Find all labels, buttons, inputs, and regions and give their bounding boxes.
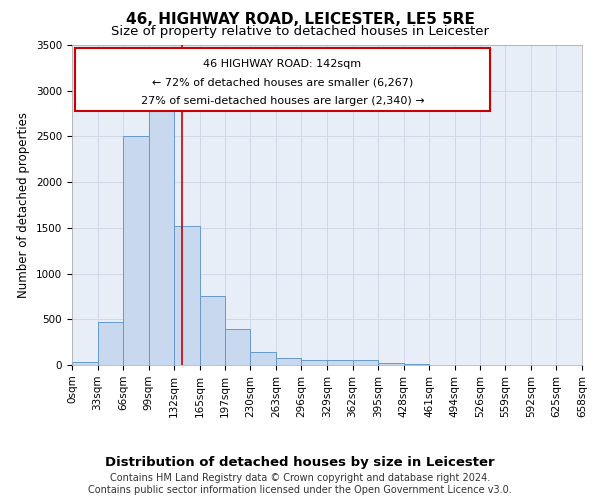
Bar [72, 362, 98, 365]
Bar [378, 363, 404, 365]
Text: 27% of semi-detached houses are larger (2,340) →: 27% of semi-detached houses are larger (… [140, 96, 424, 106]
Text: 46 HIGHWAY ROAD: 142sqm: 46 HIGHWAY ROAD: 142sqm [203, 59, 361, 69]
Bar [175, 226, 200, 365]
Text: Contains HM Land Registry data © Crown copyright and database right 2024.
Contai: Contains HM Land Registry data © Crown c… [88, 474, 512, 495]
Bar [353, 360, 378, 365]
Bar [250, 352, 276, 365]
Bar [404, 364, 430, 365]
Bar [327, 360, 353, 365]
Text: Distribution of detached houses by size in Leicester: Distribution of detached houses by size … [105, 456, 495, 469]
Bar [301, 360, 327, 365]
Bar [123, 136, 149, 365]
Bar [200, 296, 224, 365]
Bar [149, 107, 175, 365]
Text: 46, HIGHWAY ROAD, LEICESTER, LE5 5RE: 46, HIGHWAY ROAD, LEICESTER, LE5 5RE [125, 12, 475, 28]
Text: ← 72% of detached houses are smaller (6,267): ← 72% of detached houses are smaller (6,… [152, 78, 413, 88]
Text: Size of property relative to detached houses in Leicester: Size of property relative to detached ho… [111, 25, 489, 38]
Bar [224, 330, 250, 365]
Bar [98, 322, 123, 365]
Bar [276, 358, 301, 365]
FancyBboxPatch shape [74, 48, 490, 110]
Y-axis label: Number of detached properties: Number of detached properties [17, 112, 31, 298]
